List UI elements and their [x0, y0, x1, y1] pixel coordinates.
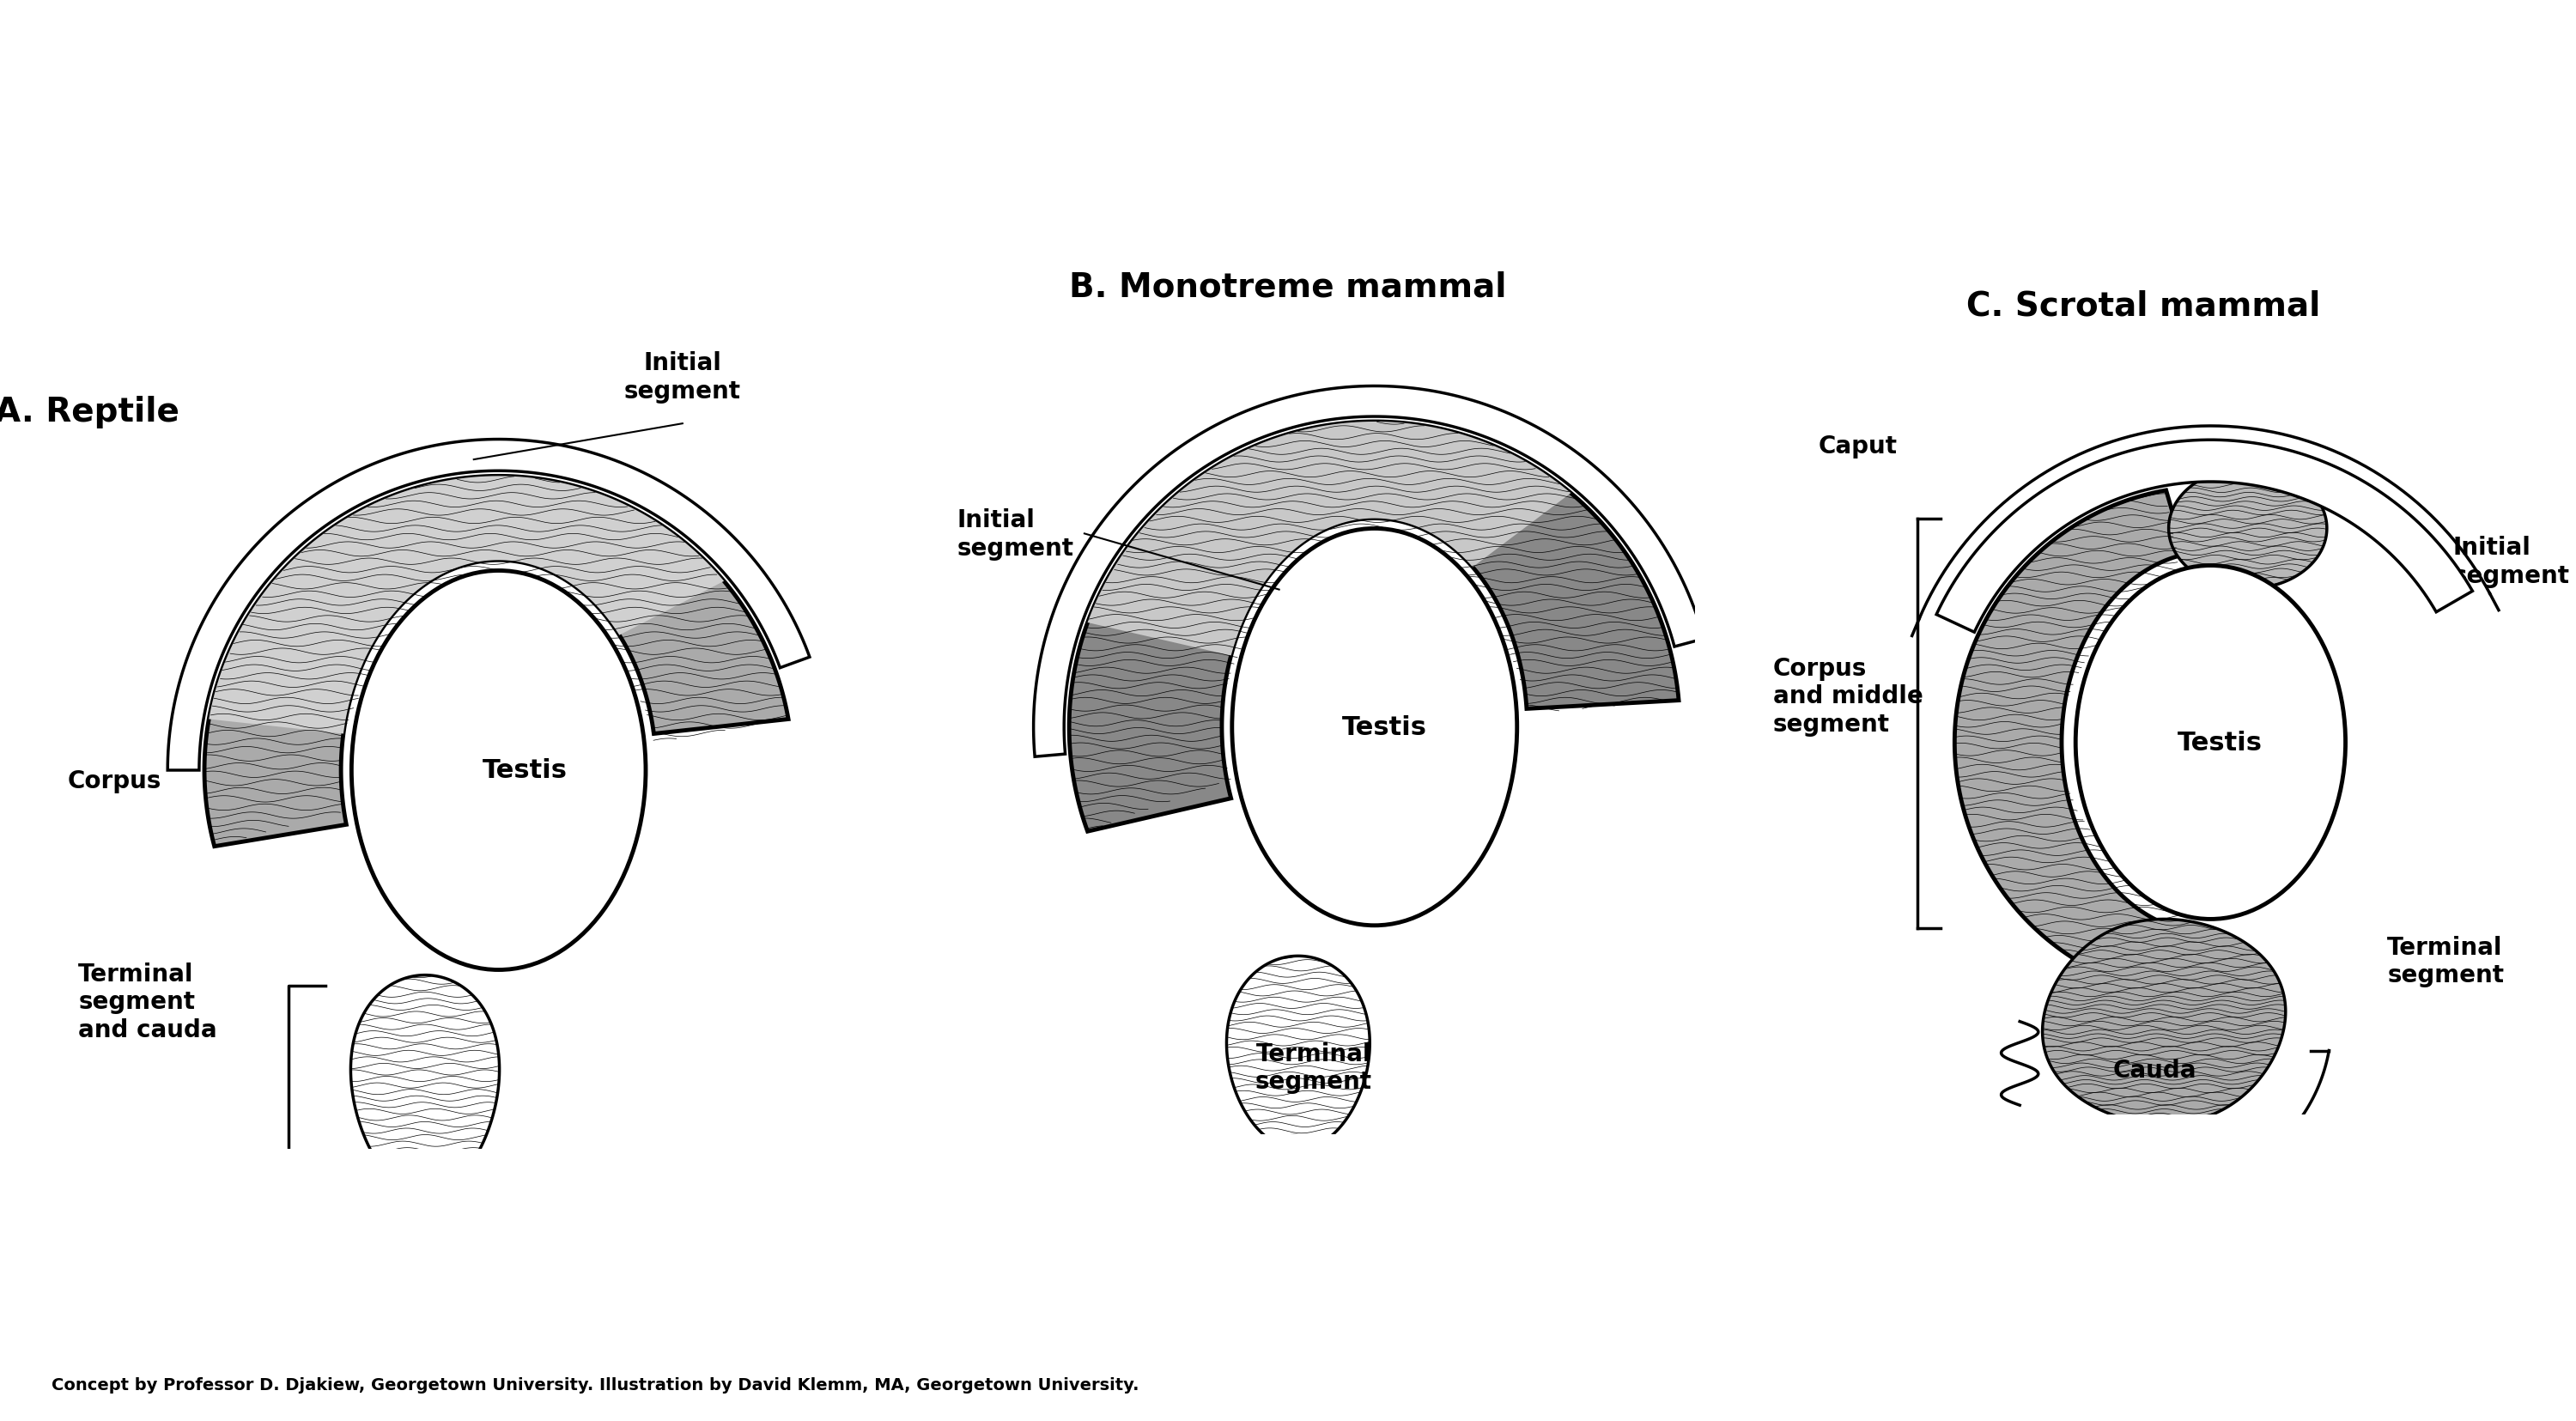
Polygon shape: [1087, 422, 1571, 657]
Polygon shape: [167, 439, 809, 770]
Polygon shape: [2043, 919, 2285, 1124]
Text: Concept by Professor D. Djakiew, Georgetown University. Illustration by David Kl: Concept by Professor D. Djakiew, Georget…: [52, 1377, 1139, 1393]
Text: Testis: Testis: [1342, 715, 1427, 740]
Text: Initial
segment: Initial segment: [623, 351, 742, 404]
Text: Corpus
and middle
segment: Corpus and middle segment: [1772, 657, 1924, 736]
Text: C. Scrotal mammal: C. Scrotal mammal: [1965, 290, 2321, 321]
Ellipse shape: [350, 571, 647, 971]
Text: Corpus: Corpus: [67, 769, 162, 793]
Text: Caput: Caput: [1819, 433, 1899, 458]
Polygon shape: [209, 476, 724, 735]
Text: A. Reptile: A. Reptile: [0, 395, 180, 428]
Text: B. Monotreme mammal: B. Monotreme mammal: [1069, 271, 1507, 304]
Polygon shape: [1937, 441, 2473, 632]
Polygon shape: [1955, 490, 2184, 995]
Polygon shape: [350, 975, 500, 1196]
Polygon shape: [1033, 387, 1703, 757]
Text: Cauda: Cauda: [2112, 1059, 2197, 1083]
Text: Initial
segment: Initial segment: [958, 509, 1074, 560]
Polygon shape: [1069, 422, 1680, 831]
Text: Testis: Testis: [482, 759, 567, 783]
Text: Testis: Testis: [2177, 730, 2262, 755]
Ellipse shape: [1231, 529, 1517, 925]
Polygon shape: [2169, 469, 2326, 590]
Text: Initial
segment: Initial segment: [2452, 536, 2568, 587]
Text: Terminal
segment
and cauda: Terminal segment and cauda: [77, 962, 216, 1042]
Text: Terminal
segment: Terminal segment: [1255, 1042, 1373, 1094]
Text: Terminal
segment: Terminal segment: [2388, 935, 2504, 988]
Polygon shape: [1226, 956, 1370, 1150]
Polygon shape: [204, 476, 788, 847]
Ellipse shape: [2076, 566, 2347, 919]
